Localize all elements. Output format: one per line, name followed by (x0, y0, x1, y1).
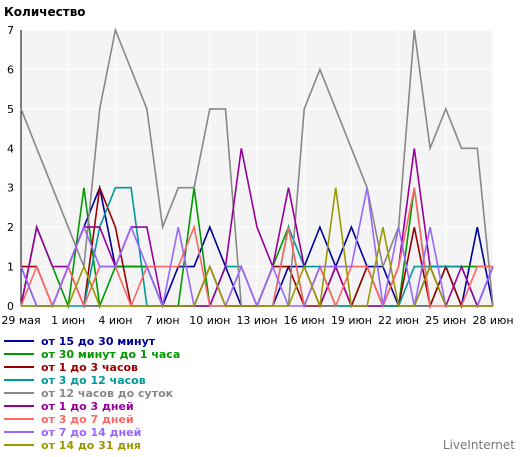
y-tick-label: 7 (7, 24, 14, 37)
y-tick-label: 6 (7, 63, 14, 76)
series-lines (20, 27, 494, 310)
y-tick-label: 4 (7, 142, 14, 155)
watermark-text: LiveInternet (443, 438, 515, 452)
x-tick-label: 7 июн (146, 314, 180, 327)
x-axis-ticks: 29 мая 1 июн 4 июн 7 июн 10 июн 13 июн 16 июн 1… (1, 314, 513, 327)
legend-label: от 3 до 12 часов (41, 374, 146, 387)
x-tick-label: 29 мая (1, 314, 40, 327)
y-tick-label: 0 (7, 300, 14, 313)
x-tick-label: 16 июн (284, 314, 325, 327)
y-tick-label: 2 (7, 221, 14, 234)
chart-title: Количество (4, 5, 86, 19)
x-tick-label: 28 июн (472, 314, 513, 327)
legend-label: от 15 до 30 минут (41, 335, 156, 348)
legend-label: от 30 минут до 1 часа (41, 348, 180, 361)
series-line-6 (20, 148, 494, 309)
y-axis-ticks: 0 1 2 3 4 5 6 7 (7, 24, 14, 313)
y-tick-label: 5 (7, 103, 14, 116)
x-tick-label: 10 июн (189, 314, 230, 327)
x-tick-label: 1 июн (51, 314, 85, 327)
x-tick-label: 22 июн (378, 314, 419, 327)
y-tick-label: 1 (7, 261, 14, 274)
legend-label: от 3 до 7 дней (41, 413, 134, 426)
legend-label: от 12 часов до суток (41, 387, 174, 400)
x-tick-label: 19 июн (331, 314, 372, 327)
legend-label: от 7 до 14 дней (41, 426, 141, 439)
legend-label: от 1 до 3 часов (41, 361, 138, 374)
y-tick-label: 3 (7, 182, 14, 195)
x-tick-label: 4 июн (98, 314, 132, 327)
legend-label: от 1 до 3 дней (41, 400, 134, 413)
series-line-9 (21, 187, 493, 310)
x-tick-label: 13 июн (236, 314, 277, 327)
x-tick-label: 25 июн (425, 314, 466, 327)
legend-label: от 14 до 31 дня (41, 439, 141, 452)
